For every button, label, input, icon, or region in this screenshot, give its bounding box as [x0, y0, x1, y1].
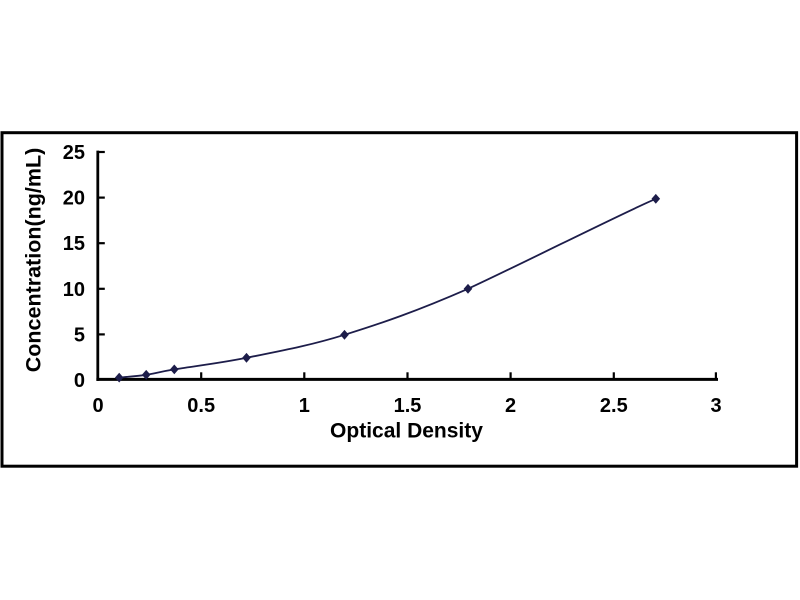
svg-text:Concentration(ng/mL): Concentration(ng/mL): [22, 148, 46, 373]
svg-text:5: 5: [74, 324, 85, 346]
svg-text:25: 25: [63, 142, 85, 164]
svg-text:0: 0: [92, 395, 103, 417]
svg-text:1: 1: [299, 395, 310, 417]
svg-text:10: 10: [63, 279, 85, 301]
svg-text:1.5: 1.5: [394, 395, 422, 417]
svg-text:20: 20: [63, 188, 85, 210]
svg-text:0.5: 0.5: [187, 395, 215, 417]
svg-text:15: 15: [63, 233, 85, 255]
svg-text:0: 0: [74, 370, 85, 392]
svg-text:2.5: 2.5: [600, 395, 628, 417]
svg-text:2: 2: [505, 395, 516, 417]
svg-text:Optical Density: Optical Density: [330, 420, 483, 443]
svg-text:3: 3: [710, 395, 721, 417]
